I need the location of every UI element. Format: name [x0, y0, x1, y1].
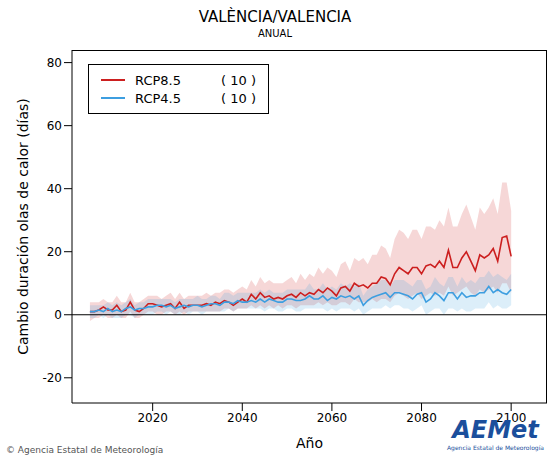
- html-text:( 10 ): ( 10 ): [221, 72, 256, 88]
- svg-text:20: 20: [47, 245, 62, 259]
- svg-text:Cambio duración olas de calor: Cambio duración olas de calor (días): [15, 98, 31, 355]
- html-text:© Agencia Estatal de Meteorolo: © Agencia Estatal de Meteorología: [6, 445, 164, 455]
- svg-text:2060: 2060: [317, 411, 348, 425]
- html-text:Agencia Estatal de Meteorologí: Agencia Estatal de Meteorología: [447, 444, 544, 451]
- svg-text:40: 40: [47, 182, 62, 196]
- svg-text:60: 60: [47, 119, 62, 133]
- svg-text:2040: 2040: [227, 411, 258, 425]
- html-text:RCP8.5: RCP8.5: [135, 72, 181, 88]
- html-text:AEMet: AEMet: [452, 416, 539, 444]
- html-text:( 10 ): ( 10 ): [221, 90, 256, 106]
- html-text:ANUAL: ANUAL: [258, 28, 292, 39]
- svg-text:0: 0: [54, 308, 62, 322]
- html-text:RCP4.5: RCP4.5: [135, 90, 181, 106]
- html-text:VALÈNCIA/VALENCIA: VALÈNCIA/VALENCIA: [198, 8, 352, 26]
- svg-text:80: 80: [47, 56, 62, 70]
- svg-text:-20: -20: [42, 371, 62, 385]
- svg-text:2020: 2020: [137, 411, 168, 425]
- svg-text:Año: Año: [296, 435, 323, 451]
- svg-text:2080: 2080: [406, 411, 437, 425]
